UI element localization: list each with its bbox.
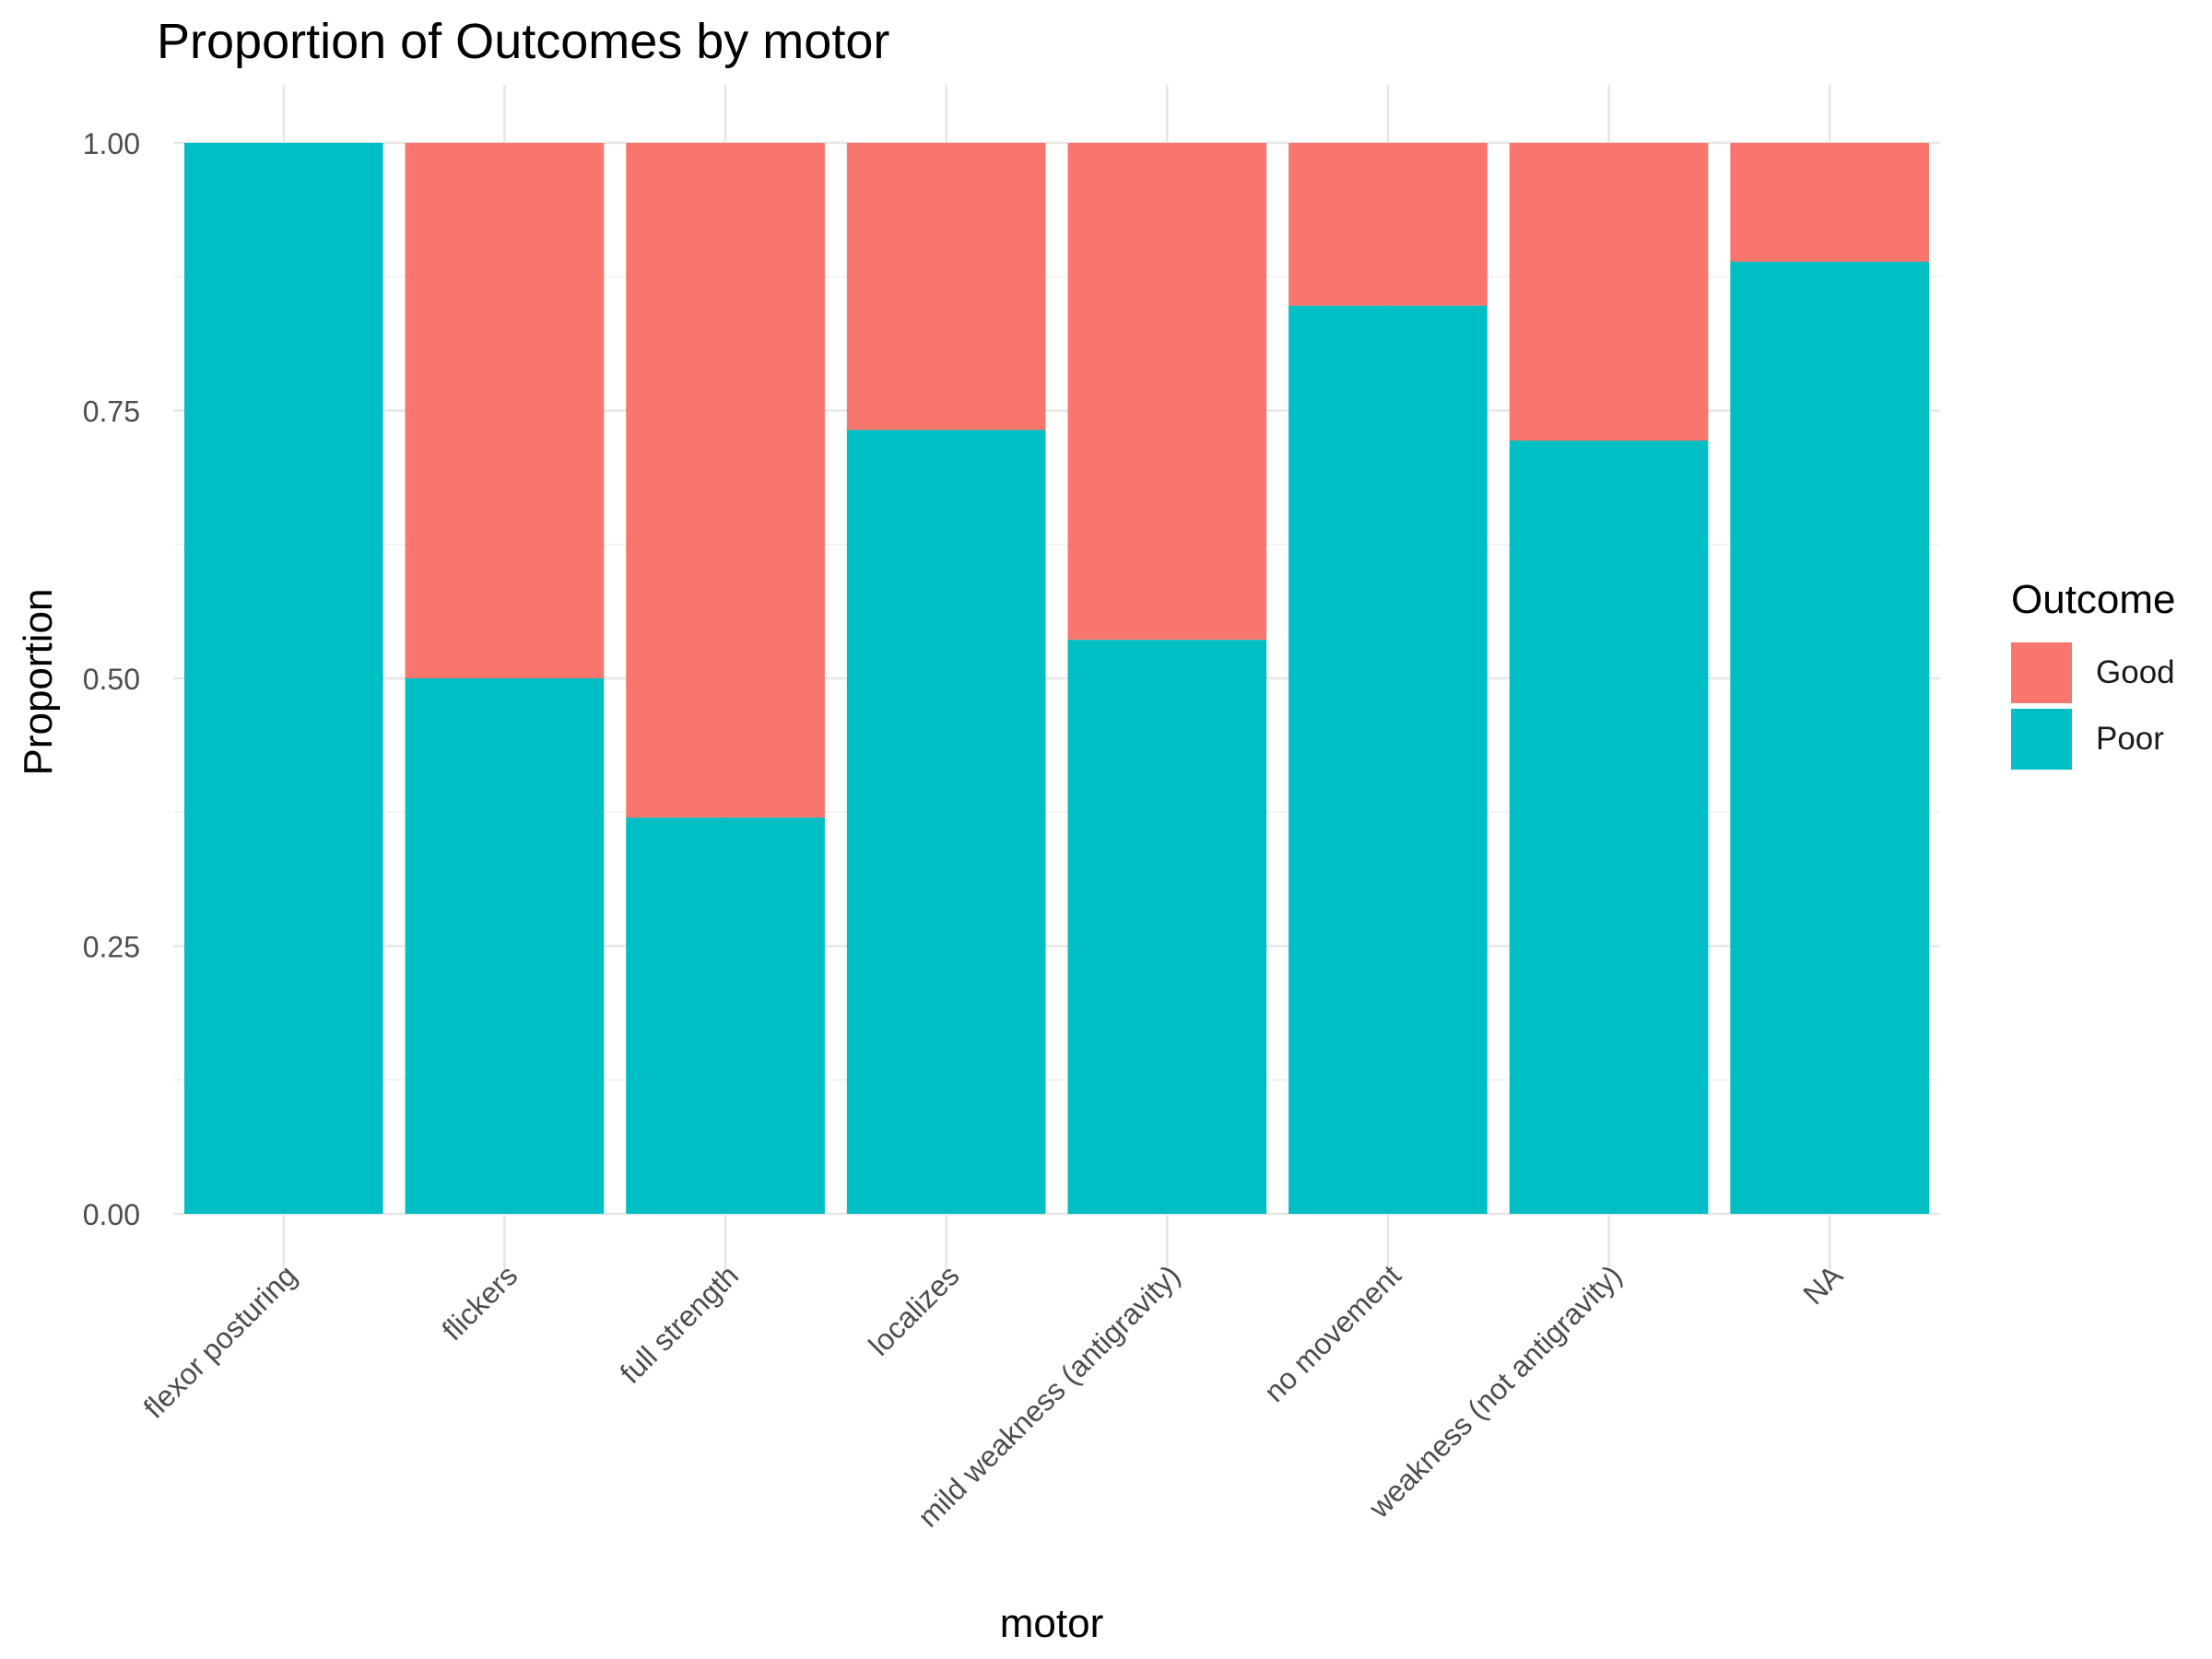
x-tick-label: localizes [862, 1258, 965, 1361]
bar-poor [1288, 305, 1488, 1214]
y-tick-label: 1.00 [83, 127, 140, 160]
x-tick-label: flexor posturing [137, 1258, 303, 1424]
bar-poor [846, 429, 1046, 1214]
y-tick-label: 0.75 [83, 395, 140, 429]
y-tick-label: 0.50 [83, 663, 140, 696]
bar-poor [405, 678, 605, 1214]
x-tick-label: NA [1796, 1258, 1849, 1311]
y-tick-label: 0.25 [83, 931, 140, 964]
bar-good [1067, 143, 1267, 641]
legend-title: Outcome [2011, 577, 2176, 622]
bar-good [1730, 143, 1930, 262]
legend-item-poor: Poor [2011, 706, 2176, 772]
legend-item-good: Good [2011, 640, 2176, 706]
x-tick-label: weakness (not antigravity) [1362, 1258, 1629, 1524]
bar-poor [626, 818, 825, 1214]
legend: Outcome Good Poor [2011, 577, 2176, 772]
bar-poor [1509, 441, 1709, 1214]
chart-title: Proportion of Outcomes by motor [157, 14, 890, 69]
x-tick-label: no movement [1257, 1258, 1407, 1408]
bar-good [1288, 143, 1488, 306]
x-axis-title: motor [999, 1601, 1104, 1646]
bar-poor [1067, 640, 1267, 1214]
legend-label-good: Good [2096, 654, 2175, 690]
y-axis-title: Proportion [16, 588, 61, 776]
x-tick-label: mild weakness (antigravity) [912, 1258, 1186, 1533]
x-tick-label: full strength [614, 1258, 745, 1389]
bar-good [405, 143, 605, 678]
bar-poor [183, 143, 383, 1214]
bar-good [626, 143, 825, 818]
bar-poor [1730, 261, 1930, 1215]
y-tick-label: 0.00 [83, 1198, 140, 1231]
bar-good [846, 143, 1046, 430]
bar-good [1509, 143, 1709, 441]
x-tick-label: flickers [436, 1258, 524, 1347]
legend-swatch-poor [2011, 709, 2072, 770]
legend-label-poor: Poor [2096, 721, 2164, 757]
legend-swatch-good [2011, 642, 2072, 703]
